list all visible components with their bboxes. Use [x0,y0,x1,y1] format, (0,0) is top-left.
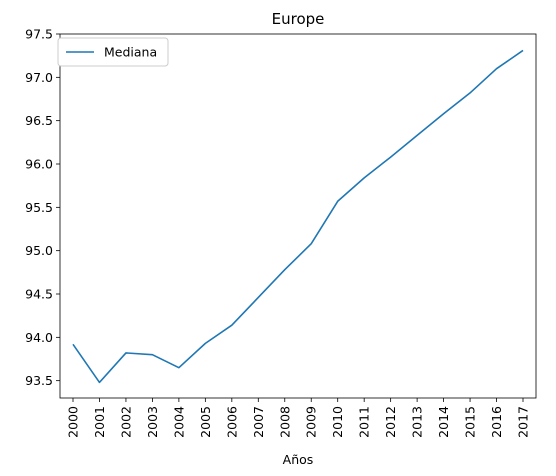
x-tick-label: 2016 [489,406,504,438]
x-tick-label: 2001 [92,406,107,438]
legend-box [57,37,169,67]
series-layer [72,49,524,384]
x-tick-label: 2015 [463,406,478,438]
x-axis-label: Años [283,452,314,467]
y-axis: 93.5 94.0 94.5 95.0 95.5 96.0 96.5 97.0 97.5 [25,27,60,388]
x-tick-label: 2017 [516,406,531,438]
x-tick-label: 2009 [304,406,319,438]
x-axis: 2000 2001 2002 2003 2004 2005 2006 2007 2008 2009… [66,398,531,438]
x-tick-label: 2003 [145,406,160,438]
y-tick-label: 95.5 [25,200,53,215]
legend-label-mediana: Mediana [104,45,157,60]
series-line-mediana [72,49,524,384]
chart-title: Europe [272,10,325,28]
x-tick-label: 2011 [357,406,372,438]
x-tick-label: 2013 [410,406,425,438]
legend: Mediana [57,37,169,67]
y-tick-label: 96.0 [25,157,53,172]
x-tick-label: 2007 [251,406,266,438]
x-tick-label: 2004 [171,406,186,438]
x-tick-label: 2012 [383,406,398,438]
x-tick-label: 2008 [277,406,292,438]
y-tick-label: 97.5 [25,27,53,42]
y-tick-label: 93.5 [25,373,53,388]
x-tick-label: 2005 [198,406,213,438]
x-tick-label: 2000 [66,406,81,438]
x-tick-label: 2006 [224,406,239,438]
x-tick-label: 2002 [118,406,133,438]
x-tick-label: 2010 [330,406,345,438]
plot-area [60,34,536,398]
plot-frame [59,33,537,399]
x-tick-label: 2014 [436,406,451,438]
y-tick-label: 97.0 [25,70,53,85]
y-tick-label: 94.0 [25,330,53,345]
y-tick-label: 95.0 [25,243,53,258]
y-tick-label: 96.5 [25,113,53,128]
y-tick-label: 94.5 [25,287,53,302]
